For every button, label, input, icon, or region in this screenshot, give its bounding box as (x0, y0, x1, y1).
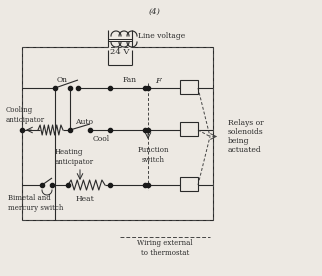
Text: Fan: Fan (123, 76, 137, 84)
Bar (180, 80, 198, 94)
Text: Cooling
anticipator: Cooling anticipator (6, 107, 45, 124)
Bar (180, 177, 198, 191)
Text: Heating
anticipator: Heating anticipator (55, 148, 94, 166)
Text: Auto: Auto (75, 118, 93, 126)
Text: Line voltage: Line voltage (138, 32, 185, 40)
Text: Wiring external
to thermostat: Wiring external to thermostat (137, 239, 193, 257)
Text: Function
switch: Function switch (137, 146, 169, 164)
Text: Cool: Cool (93, 135, 110, 143)
Text: Relays or
solenoids
being
actuated: Relays or solenoids being actuated (228, 119, 264, 154)
Text: F: F (155, 77, 161, 85)
Text: Bimetal and
mercury switch: Bimetal and mercury switch (8, 194, 63, 212)
Bar (180, 122, 198, 136)
Text: On: On (56, 76, 68, 84)
Text: (4): (4) (149, 8, 161, 16)
Text: Heat: Heat (76, 195, 94, 203)
Text: 24 V: 24 V (110, 48, 130, 56)
Bar (22, 47, 213, 220)
